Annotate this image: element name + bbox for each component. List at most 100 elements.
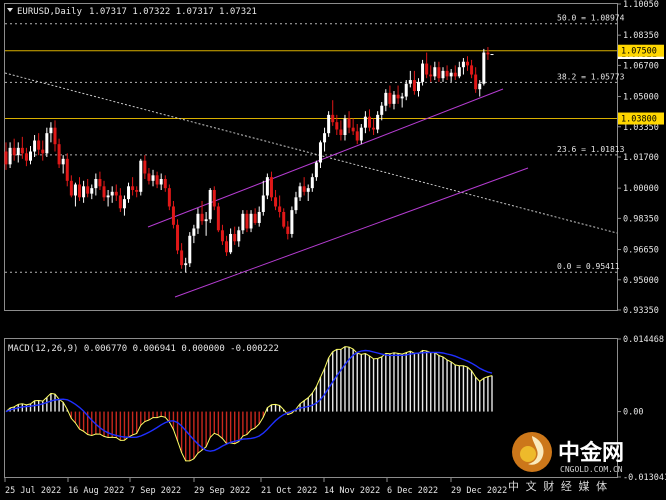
time-axis-label: 29 Sep 2022 [194, 486, 250, 496]
candle-body [392, 94, 396, 104]
candle-body [457, 67, 461, 77]
candle-body [339, 129, 343, 136]
candle-body [216, 206, 220, 231]
candle-body [110, 191, 114, 196]
level-price-label: 1.03800 [621, 115, 657, 125]
candle-body [98, 178, 102, 187]
candle-body [233, 233, 237, 242]
candle-body [184, 263, 188, 266]
candle-body [327, 114, 331, 134]
time-axis-label: 6 Dec 2022 [387, 486, 438, 496]
candle-body [294, 197, 298, 211]
candle-body [8, 147, 12, 165]
watermark-domain: CNGOLD.COM.CN [560, 465, 623, 474]
price-axis-label: 0.98350 [623, 214, 659, 224]
macd-line [5, 346, 493, 462]
candle-body [139, 160, 143, 192]
time-axis-label: 16 Aug 2022 [68, 486, 124, 496]
trend-lines[interactable] [4, 72, 618, 298]
macd-header: MACD(12,26,9) 0.006770 0.006941 0.000000… [8, 344, 279, 354]
candle-body [12, 147, 16, 156]
candle-body [135, 189, 139, 192]
candle-body [196, 213, 200, 229]
level-price-badge [618, 112, 664, 125]
candle-body [245, 213, 249, 229]
candle-body [486, 52, 490, 55]
candle-body [200, 213, 204, 222]
candle-body [343, 118, 347, 136]
candle-body [400, 96, 404, 99]
descending-trend-line[interactable] [4, 72, 618, 234]
candle-body [421, 63, 425, 82]
price-axis-label: 1.06700 [623, 61, 659, 71]
ohlc-readout: 1.07317 1.07322 1.07317 1.07321 [89, 7, 257, 17]
candle-body [229, 233, 233, 253]
candle-body [269, 177, 273, 198]
candle-body [453, 72, 457, 77]
candle-body [318, 142, 322, 163]
candle-body [449, 72, 453, 77]
candle-body [367, 116, 371, 128]
candle-body [331, 114, 335, 123]
fib-level-label: 0.0 = 0.95411 [557, 262, 620, 271]
candle-body [490, 54, 494, 56]
macd-indicator: MACD(12,26,9) 0.006770 0.006941 0.000000… [5, 335, 666, 483]
time-axis-label: 29 Dec 2022 [451, 486, 507, 496]
candle-body [306, 188, 310, 192]
candle-body [265, 177, 269, 196]
candle-body [208, 189, 212, 220]
price-axis-label: 1.01700 [623, 153, 659, 163]
candle-body [204, 219, 208, 222]
fibonacci-levels[interactable]: 50.0 = 1.08974 38.2 = 1.05773 23.6 = 1.018… [5, 14, 625, 273]
candle-body [151, 175, 155, 181]
channel-upper-line[interactable] [147, 88, 504, 228]
candle-body [57, 144, 61, 165]
candle-body [41, 149, 45, 154]
candle-body [347, 118, 351, 128]
candle-body [29, 151, 33, 161]
candle-body [37, 140, 41, 150]
channel-lower-line[interactable] [174, 167, 529, 298]
macd-axis-label: 0.014468 [623, 335, 664, 345]
candle-body [94, 178, 98, 189]
candle-body [49, 127, 53, 134]
candle-body [69, 180, 73, 196]
candle-body [388, 92, 392, 104]
symbol-label: EURUSD,Daily [17, 7, 83, 17]
candle-body [335, 122, 339, 130]
candle-body [237, 230, 241, 242]
candle-body [225, 241, 229, 253]
candle-body [384, 92, 388, 106]
candle-body [478, 83, 482, 90]
candle-body [372, 127, 376, 130]
candle-body [212, 189, 216, 207]
horizontal-levels[interactable]: 1.07500 1.03800 [5, 44, 664, 125]
price-axis-label: 1.03350 [623, 123, 659, 133]
candle-body [78, 184, 82, 198]
candle-body [82, 186, 86, 198]
candle-body [33, 140, 37, 152]
candle-body [180, 250, 184, 266]
candle-body [278, 206, 282, 212]
time-axis-label: 21 Oct 2022 [261, 486, 317, 496]
candle-body [286, 226, 290, 234]
candle-body [86, 186, 90, 194]
price-axis-label: 1.10050 [623, 0, 659, 10]
cngold-logo-icon [512, 432, 552, 472]
candle-body [359, 127, 363, 141]
time-axis-label: 14 Nov 2022 [324, 486, 380, 496]
candle-body [290, 210, 294, 234]
macd-signal-line [5, 349, 493, 452]
watermark-tagline: 中 文 财 经 媒 体 [508, 479, 607, 493]
candle-body [298, 186, 302, 198]
candle-body [441, 70, 445, 79]
price-axis-label: 0.95000 [623, 276, 659, 286]
candle-body [176, 224, 180, 251]
candle-body [416, 81, 420, 92]
candle-body [53, 127, 57, 145]
candle-body [470, 65, 474, 75]
candle-body [167, 188, 171, 207]
price-axis-label: 1.00000 [623, 184, 659, 194]
